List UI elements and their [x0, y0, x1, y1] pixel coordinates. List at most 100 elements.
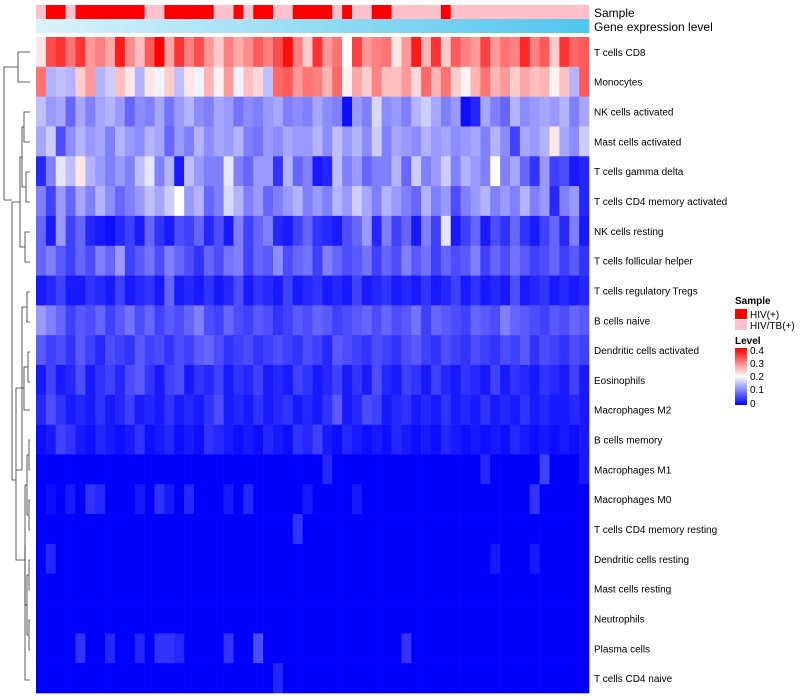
heatmap-cell	[381, 66, 392, 97]
heatmap-cell	[95, 514, 106, 545]
heatmap-cell	[421, 66, 432, 97]
heatmap-cell	[470, 663, 481, 694]
heatmap-cell	[371, 365, 382, 396]
heatmap-cell	[95, 394, 106, 425]
heatmap-cell	[292, 37, 303, 68]
sample-annotation-cell	[95, 5, 106, 19]
heatmap-cell	[460, 484, 471, 515]
heatmap-cell	[302, 484, 313, 515]
heatmap-cell	[569, 126, 580, 157]
heatmap-cell	[184, 514, 195, 545]
heatmap-cell	[381, 454, 392, 485]
heatmap-cell	[213, 335, 224, 366]
heatmap-cell	[164, 663, 175, 694]
heatmap-cell	[519, 245, 531, 276]
heatmap-cell	[154, 365, 165, 396]
heatmap-cell	[480, 603, 491, 634]
heatmap-cell	[559, 543, 570, 575]
heatmap-cell	[36, 394, 47, 425]
sample-annotation-cell	[273, 5, 284, 19]
heatmap-cell	[559, 454, 570, 485]
gene-annotation-cell	[213, 19, 224, 33]
heatmap-cell	[440, 66, 452, 97]
heatmap-cell	[569, 275, 580, 306]
heatmap-cell	[342, 305, 353, 336]
heatmap-cell	[65, 156, 76, 187]
heatmap-cell	[490, 96, 501, 127]
heatmap-cell	[579, 335, 590, 366]
heatmap-cell	[549, 126, 560, 157]
heatmap-cell	[352, 484, 363, 515]
gene-annotation-cell	[381, 19, 392, 33]
heatmap-cell	[312, 37, 323, 68]
heatmap-cell	[322, 186, 333, 217]
heatmap-cell	[312, 633, 323, 664]
gene-annotation-cell	[352, 19, 363, 33]
heatmap-cell	[164, 37, 175, 68]
heatmap-cell	[243, 335, 254, 366]
gene-annotation-cell	[322, 19, 333, 33]
heatmap-cell	[134, 573, 145, 604]
heatmap-cell	[292, 215, 303, 247]
heatmap-cell	[105, 126, 116, 157]
heatmap-cell	[75, 66, 86, 97]
heatmap-cell	[273, 663, 284, 694]
heatmap-cell	[45, 275, 57, 306]
heatmap-cell	[223, 66, 234, 97]
heatmap-cell	[381, 275, 392, 306]
heatmap-cell	[490, 186, 501, 217]
heatmap-cell	[36, 335, 47, 366]
heatmap-cell	[213, 573, 224, 604]
heatmap-cell	[342, 215, 353, 247]
heatmap-cell	[85, 96, 96, 127]
heatmap-cell	[312, 305, 323, 336]
heatmap-cell	[401, 215, 412, 247]
heatmap-cell	[36, 126, 47, 157]
heatmap-cell	[312, 514, 323, 545]
heatmap-cell	[381, 245, 392, 276]
row-label: Macrophages M1	[594, 465, 672, 476]
heatmap-cell	[65, 126, 76, 157]
heatmap-cell	[55, 335, 66, 366]
heatmap-cell	[194, 96, 205, 127]
heatmap-cell	[519, 96, 531, 127]
heatmap-cell	[134, 37, 145, 68]
heatmap-cell	[579, 633, 590, 664]
heatmap-cell	[302, 66, 313, 97]
heatmap-cell	[342, 275, 353, 306]
heatmap-cell	[243, 305, 254, 336]
heatmap-cell	[431, 454, 442, 485]
heatmap-cell	[529, 365, 540, 396]
gene-annotation-cell	[85, 19, 96, 33]
heatmap-cell	[431, 663, 442, 694]
heatmap-cell	[302, 275, 313, 306]
heatmap-cell	[361, 603, 373, 634]
heatmap-cell	[134, 305, 145, 336]
legend-item-hivtb: HIV/TB(+)	[750, 321, 795, 332]
heatmap-cell	[332, 245, 343, 276]
heatmap-cell	[539, 305, 550, 336]
heatmap-cell	[460, 633, 471, 664]
heatmap-cell	[480, 663, 491, 694]
heatmap-cell	[203, 335, 215, 366]
heatmap-cell	[391, 156, 402, 187]
heatmap-cell	[421, 126, 432, 157]
heatmap-cell	[500, 66, 511, 97]
heatmap-cell	[559, 573, 570, 604]
heatmap-cell	[203, 275, 215, 306]
gene-annotation-cell	[65, 19, 76, 33]
heatmap-cell	[529, 96, 540, 127]
heatmap-cell	[401, 633, 412, 664]
heatmap-cell	[322, 663, 333, 694]
sample-annotation-cell	[282, 5, 294, 19]
heatmap-cell	[263, 126, 274, 157]
heatmap-cell	[519, 156, 531, 187]
heatmap-cell	[401, 484, 412, 515]
heatmap-cell	[519, 543, 531, 575]
heatmap-cell	[174, 633, 185, 664]
heatmap-cell	[154, 37, 165, 68]
heatmap-cell	[352, 156, 363, 187]
row-label: Macrophages M0	[594, 495, 672, 506]
heatmap-cell	[500, 37, 511, 68]
heatmap-cell	[36, 305, 47, 336]
